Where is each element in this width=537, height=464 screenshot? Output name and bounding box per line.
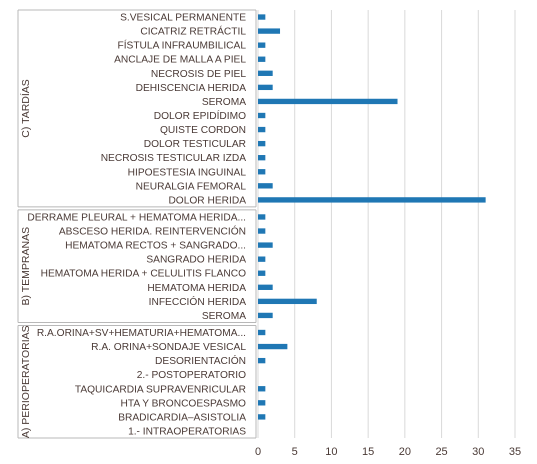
category-label: HEMATOMA HERIDA (147, 283, 246, 294)
category-label: DESORIENTACIÓN (155, 354, 246, 367)
category-label: R.A.ORINA+SV+HEMATURIA+HEMATOMA... (37, 328, 246, 339)
category-label: NECROSIS DE PIEL (151, 69, 246, 80)
bar (258, 183, 273, 189)
group-label: B) TEMPRANAS (20, 227, 32, 306)
bar (258, 42, 266, 48)
category-label: FÍSTULA INFRAUMBILICAL (117, 39, 246, 52)
bar (258, 98, 398, 105)
x-tick-label: 30 (472, 446, 484, 458)
group-labels: C) TARDÍAS B) TEMPRANAS A) PERIOPERATORIAS (19, 79, 32, 438)
category-label: QUISTE CORDON (160, 125, 246, 136)
category-label: INFECCIÓN HERIDA (149, 295, 247, 308)
category-label: CICATRIZ RETRÁCTIL (140, 25, 246, 38)
x-tick-labels: 0 5 10 15 20 25 30 35 (255, 446, 521, 458)
category-label: HEMATOMA HERIDA + CELULITIS FLANCO (41, 269, 246, 280)
category-label: DERRAME PLEURAL + HEMATOMA HERIDA... (27, 212, 246, 223)
category-label: BRADICARDIA–ASISTOLIA (118, 412, 246, 423)
category-label: R.A. ORINA+SONDAJE VESICAL (91, 342, 246, 353)
group-label: C) TARDÍAS (19, 79, 32, 138)
x-tick-label: 20 (399, 446, 411, 458)
x-tick-label: 0 (255, 446, 261, 458)
category-label: NEURALGIA FEMORAL (136, 181, 247, 192)
bar (258, 357, 266, 364)
bars (258, 14, 486, 420)
category-label: DOLOR TESTICULAR (144, 139, 246, 150)
grid-lines (257, 10, 516, 438)
bar (258, 56, 266, 62)
bar (258, 228, 266, 234)
category-label: 2.- POSTOPERATORIO (137, 370, 246, 381)
bar (258, 197, 486, 203)
bar (258, 242, 273, 248)
bar (258, 414, 266, 420)
bar (258, 14, 266, 20)
bar (258, 140, 266, 147)
x-tick-label: 5 (292, 446, 298, 458)
category-label: NECROSIS TESTICULAR IZDA (101, 153, 246, 164)
x-tick-label: 35 (509, 446, 521, 458)
bar (258, 84, 273, 91)
bar (258, 155, 266, 161)
bar (258, 312, 273, 319)
category-label: SEROMA (202, 311, 246, 322)
category-label: TAQUICARDIA SUPRAVENRICULAR (75, 384, 246, 395)
bar (258, 343, 288, 350)
category-label: HTA Y BRONCOESPASMO (121, 398, 247, 409)
category-label: ANCLAJE DE MALLA A PIEL (114, 55, 246, 66)
bar (258, 112, 266, 119)
bar (258, 256, 266, 262)
bar (258, 329, 266, 336)
bar (258, 126, 266, 133)
category-label: HIPOESTESIA INGUINAL (128, 167, 247, 178)
category-label: SANGRADO HERIDA (146, 255, 246, 266)
bar (258, 386, 266, 392)
bar (258, 70, 273, 76)
category-label: ABSCESO HERIDA. REINTERVENCIÓN (59, 225, 246, 238)
group-label: A) PERIOPERATORIAS (20, 325, 32, 438)
group-dividers (17, 9, 257, 439)
bar (258, 400, 266, 406)
category-label: DOLOR EPIDÍDIMO (154, 109, 246, 122)
x-tick-label: 10 (325, 446, 337, 458)
bar (258, 298, 317, 305)
x-tick-label: 15 (362, 446, 374, 458)
category-label: DEHISCENCIA HERIDA (136, 83, 247, 94)
bar (258, 214, 266, 220)
category-label: SEROMA (202, 97, 246, 108)
x-tick-label: 25 (435, 446, 447, 458)
category-label: 1.- INTRAOPERATORIAS (128, 426, 246, 437)
category-label: DOLOR HERIDA (168, 195, 246, 206)
bar (258, 270, 266, 276)
bar (258, 169, 266, 175)
category-label: S.VESICAL PERMANENTE (120, 13, 246, 24)
bar (258, 284, 273, 290)
category-label: HEMATOMA RECTOS + SANGRADO... (65, 241, 246, 252)
bar (258, 28, 281, 34)
